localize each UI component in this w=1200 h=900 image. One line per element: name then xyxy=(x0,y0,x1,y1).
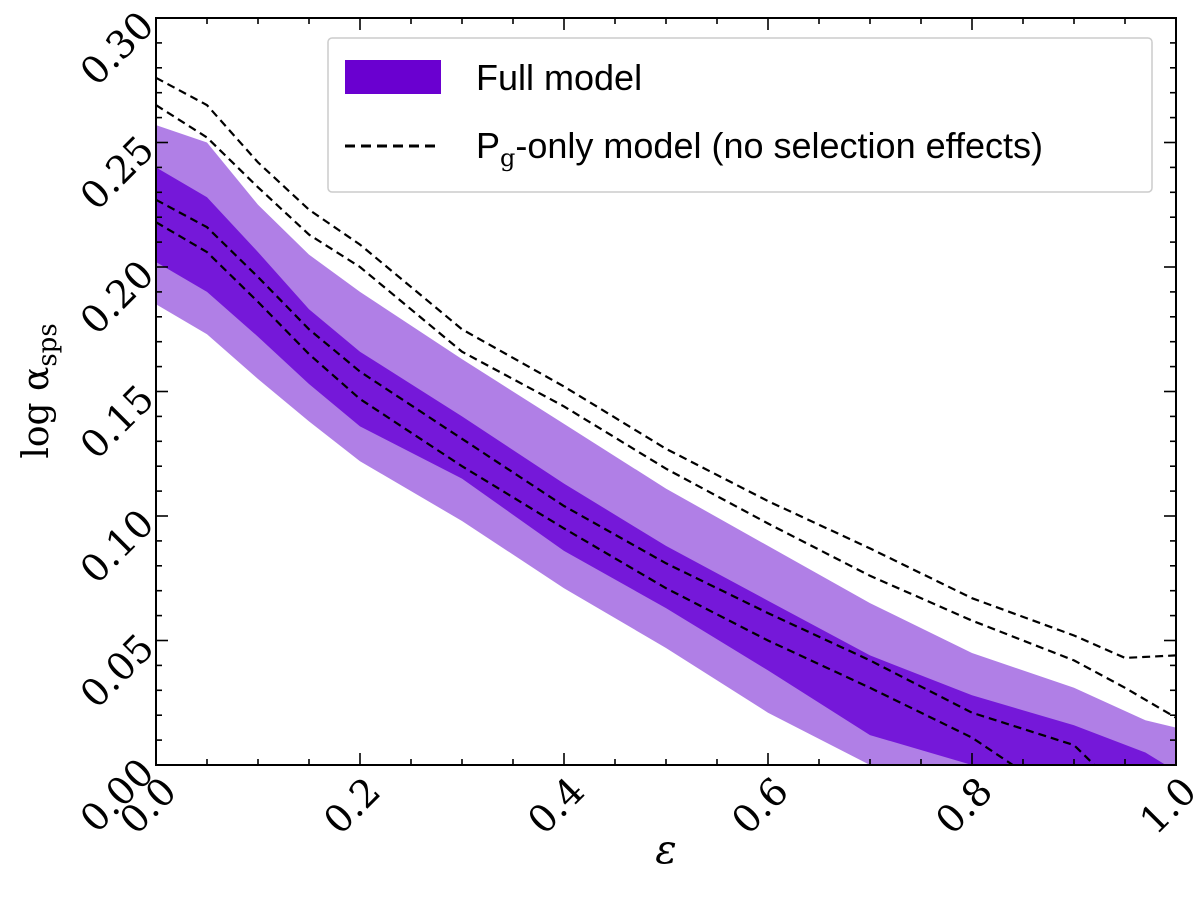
axis-ticks xyxy=(155,17,1177,766)
y-tick-label: 0.30 xyxy=(72,3,163,94)
legend-swatch-full-model xyxy=(345,60,441,94)
y-axis-label-base: log α xyxy=(16,367,57,459)
pg-only-contour-line-3 xyxy=(156,221,1014,765)
svg-text:log αsps: log αsps xyxy=(16,323,63,458)
y-tick-label: 0.15 xyxy=(72,376,163,467)
legend-label-full-model: Full model xyxy=(476,57,642,98)
y-tick-label: 0.20 xyxy=(72,252,163,343)
legend-label-pg-only-post: -only model (no selection effects) xyxy=(515,125,1043,166)
x-tick-label: 0.4 xyxy=(519,769,593,843)
y-tick-label: 0.05 xyxy=(72,625,163,716)
pg-only-contour-line-0 xyxy=(156,76,1176,660)
x-tick-label: 0.8 xyxy=(927,769,1001,843)
legend-label-pg-only-pre: P xyxy=(476,125,500,166)
y-tick-label: 0.10 xyxy=(72,501,163,592)
y-axis-label-sub: sps xyxy=(33,323,63,366)
legend-box xyxy=(327,37,1153,193)
y-tick-labels: 0.000.050.100.150.200.250.30 xyxy=(72,3,163,841)
x-tick-label: 0.6 xyxy=(723,769,797,843)
x-axis-label: ε xyxy=(655,827,676,873)
y-tick-label: 0.25 xyxy=(72,127,163,218)
pg-only-contour-line-2 xyxy=(156,198,1096,765)
x-tick-label: 1.0 xyxy=(1131,769,1200,843)
band-outer xyxy=(156,125,1176,765)
legend-label-pg-only: Pg-only model (no selection effects) xyxy=(476,125,1043,172)
y-axis-label: log αsps xyxy=(16,323,63,458)
pg-only-contours xyxy=(156,76,1176,765)
legend-label-pg-only-sub: g xyxy=(500,144,515,172)
x-tick-label: 0.2 xyxy=(315,769,389,843)
full-model-bands xyxy=(156,125,1176,765)
pg-only-contour-line-1 xyxy=(156,104,1176,719)
legend: Full model Pg-only model (no selection e… xyxy=(327,37,1153,193)
